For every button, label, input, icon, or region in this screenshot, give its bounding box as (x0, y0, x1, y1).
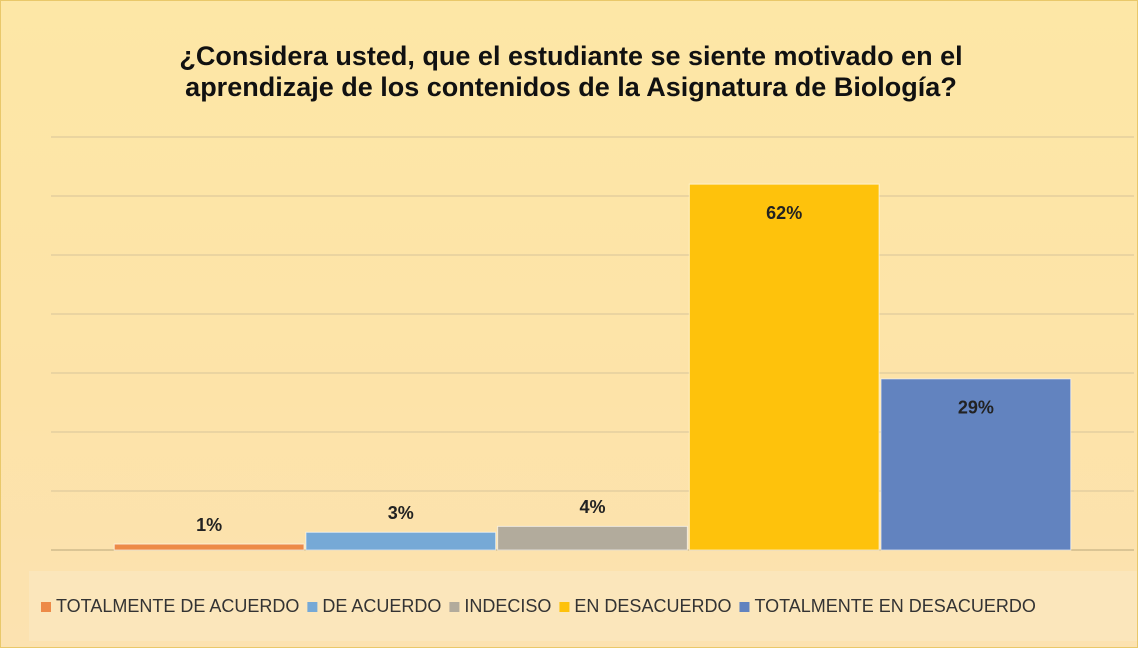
legend-swatch (41, 602, 51, 612)
legend-label: TOTALMENTE DE ACUERDO (56, 596, 299, 616)
legend-swatch (559, 602, 570, 612)
chart-title: ¿Considera usted, que el estudiante se s… (179, 41, 963, 102)
legend-swatch (449, 602, 460, 612)
data-label: 3% (388, 503, 414, 523)
data-label: 29% (958, 398, 994, 418)
legend-label: EN DESACUERDO (574, 596, 731, 616)
legend-swatch (739, 602, 750, 612)
bar (305, 531, 497, 551)
bar (880, 378, 1072, 551)
data-label: 1% (196, 515, 222, 535)
legend-box (29, 571, 1137, 641)
bar (113, 543, 305, 551)
bar (688, 183, 880, 551)
legend-label: INDECISO (464, 596, 551, 616)
data-label: 4% (579, 497, 605, 517)
legend-swatch (307, 602, 318, 612)
bar (497, 525, 688, 551)
data-label: 62% (766, 203, 802, 223)
legend-label: DE ACUERDO (322, 596, 441, 616)
legend-label: TOTALMENTE EN DESACUERDO (754, 596, 1035, 616)
